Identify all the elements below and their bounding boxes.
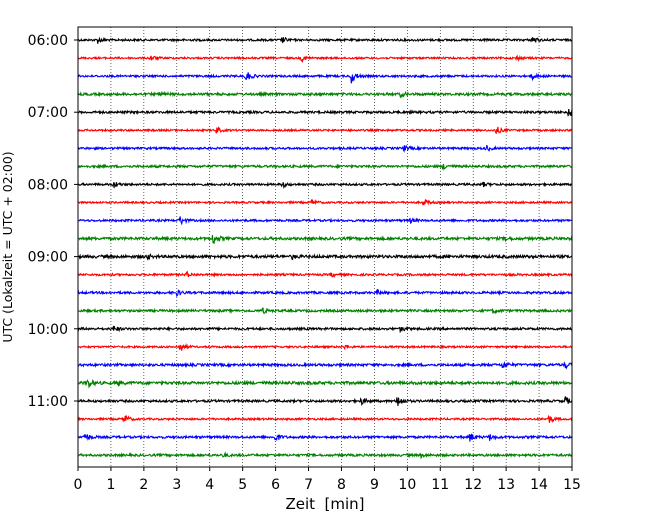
y-axis-label: UTC (Lokalzeit = UTC + 02:00) (0, 151, 15, 342)
x-tick-label: 12 (464, 477, 482, 493)
seismogram-trace-1145 (77, 451, 573, 460)
x-tick-label: 6 (271, 477, 280, 493)
seismogram-trace-0700 (77, 108, 573, 117)
x-tick-label: 4 (205, 477, 214, 493)
seismogram-trace-1130 (77, 433, 573, 442)
seismogram-trace-0845 (77, 235, 573, 244)
x-tick-label: 1 (106, 477, 115, 493)
seismogram-trace-0630 (77, 72, 573, 84)
seismogram-traces (77, 36, 573, 460)
plot-frame (77, 26, 573, 468)
seismogram-trace-0900 (77, 253, 573, 261)
grid-lines (110, 27, 540, 467)
x-tick-label: 8 (337, 477, 346, 493)
y-tick-label: 06:00 (28, 33, 68, 49)
seismogram-trace-1045 (77, 379, 573, 389)
x-tick-label: 10 (398, 477, 416, 493)
seismogram-trace-0745 (77, 163, 573, 171)
seismogram-trace-1115 (77, 414, 573, 424)
seismogram-trace-0930 (77, 288, 573, 298)
seismogram-trace-0645 (77, 90, 573, 99)
y-tick-label: 09:00 (28, 250, 68, 266)
x-tick-label: 14 (530, 477, 548, 493)
x-tick-label: 9 (370, 477, 379, 493)
x-axis-label: Zeit [min] (285, 495, 364, 513)
y-tick-label: 10:00 (28, 322, 68, 338)
x-tick-label: 13 (497, 477, 515, 493)
y-tick-label: 08:00 (28, 177, 68, 193)
seismogram-trace-1000 (77, 325, 573, 334)
seismogram-trace-0945 (77, 307, 573, 315)
seismogram-trace-1015 (77, 342, 573, 351)
seismogram-trace-0615 (77, 54, 573, 64)
seismogram-trace-0600 (77, 36, 573, 44)
seismogram-trace-1100 (77, 396, 573, 407)
x-tick-label: 5 (238, 477, 247, 493)
x-tick-label: 15 (563, 477, 581, 493)
y-tick-label: 11:00 (28, 394, 68, 410)
x-tick-label: 0 (74, 477, 83, 493)
seismogram-trace-0800 (77, 181, 573, 189)
x-tick-label: 3 (172, 477, 181, 493)
seismogram-trace-1030 (77, 361, 573, 370)
x-axis-ticks: 0 1 2 3 4 5 6 7 8 9 10 11 12 13 14 15 (74, 467, 581, 493)
y-axis-ticks: 06:00 07:00 08:00 09:00 10:00 11:00 (28, 33, 78, 410)
seismogram-trace-0730 (77, 144, 573, 153)
x-tick-label: 7 (304, 477, 313, 493)
seismogram-trace-0915 (77, 270, 573, 278)
seismogram-trace-0830 (77, 216, 573, 226)
x-tick-label: 11 (431, 477, 449, 493)
seismogram-trace-0715 (77, 126, 573, 135)
y-tick-label: 07:00 (28, 105, 68, 121)
x-tick-label: 2 (139, 477, 148, 493)
seismogram-trace-0815 (77, 198, 573, 206)
